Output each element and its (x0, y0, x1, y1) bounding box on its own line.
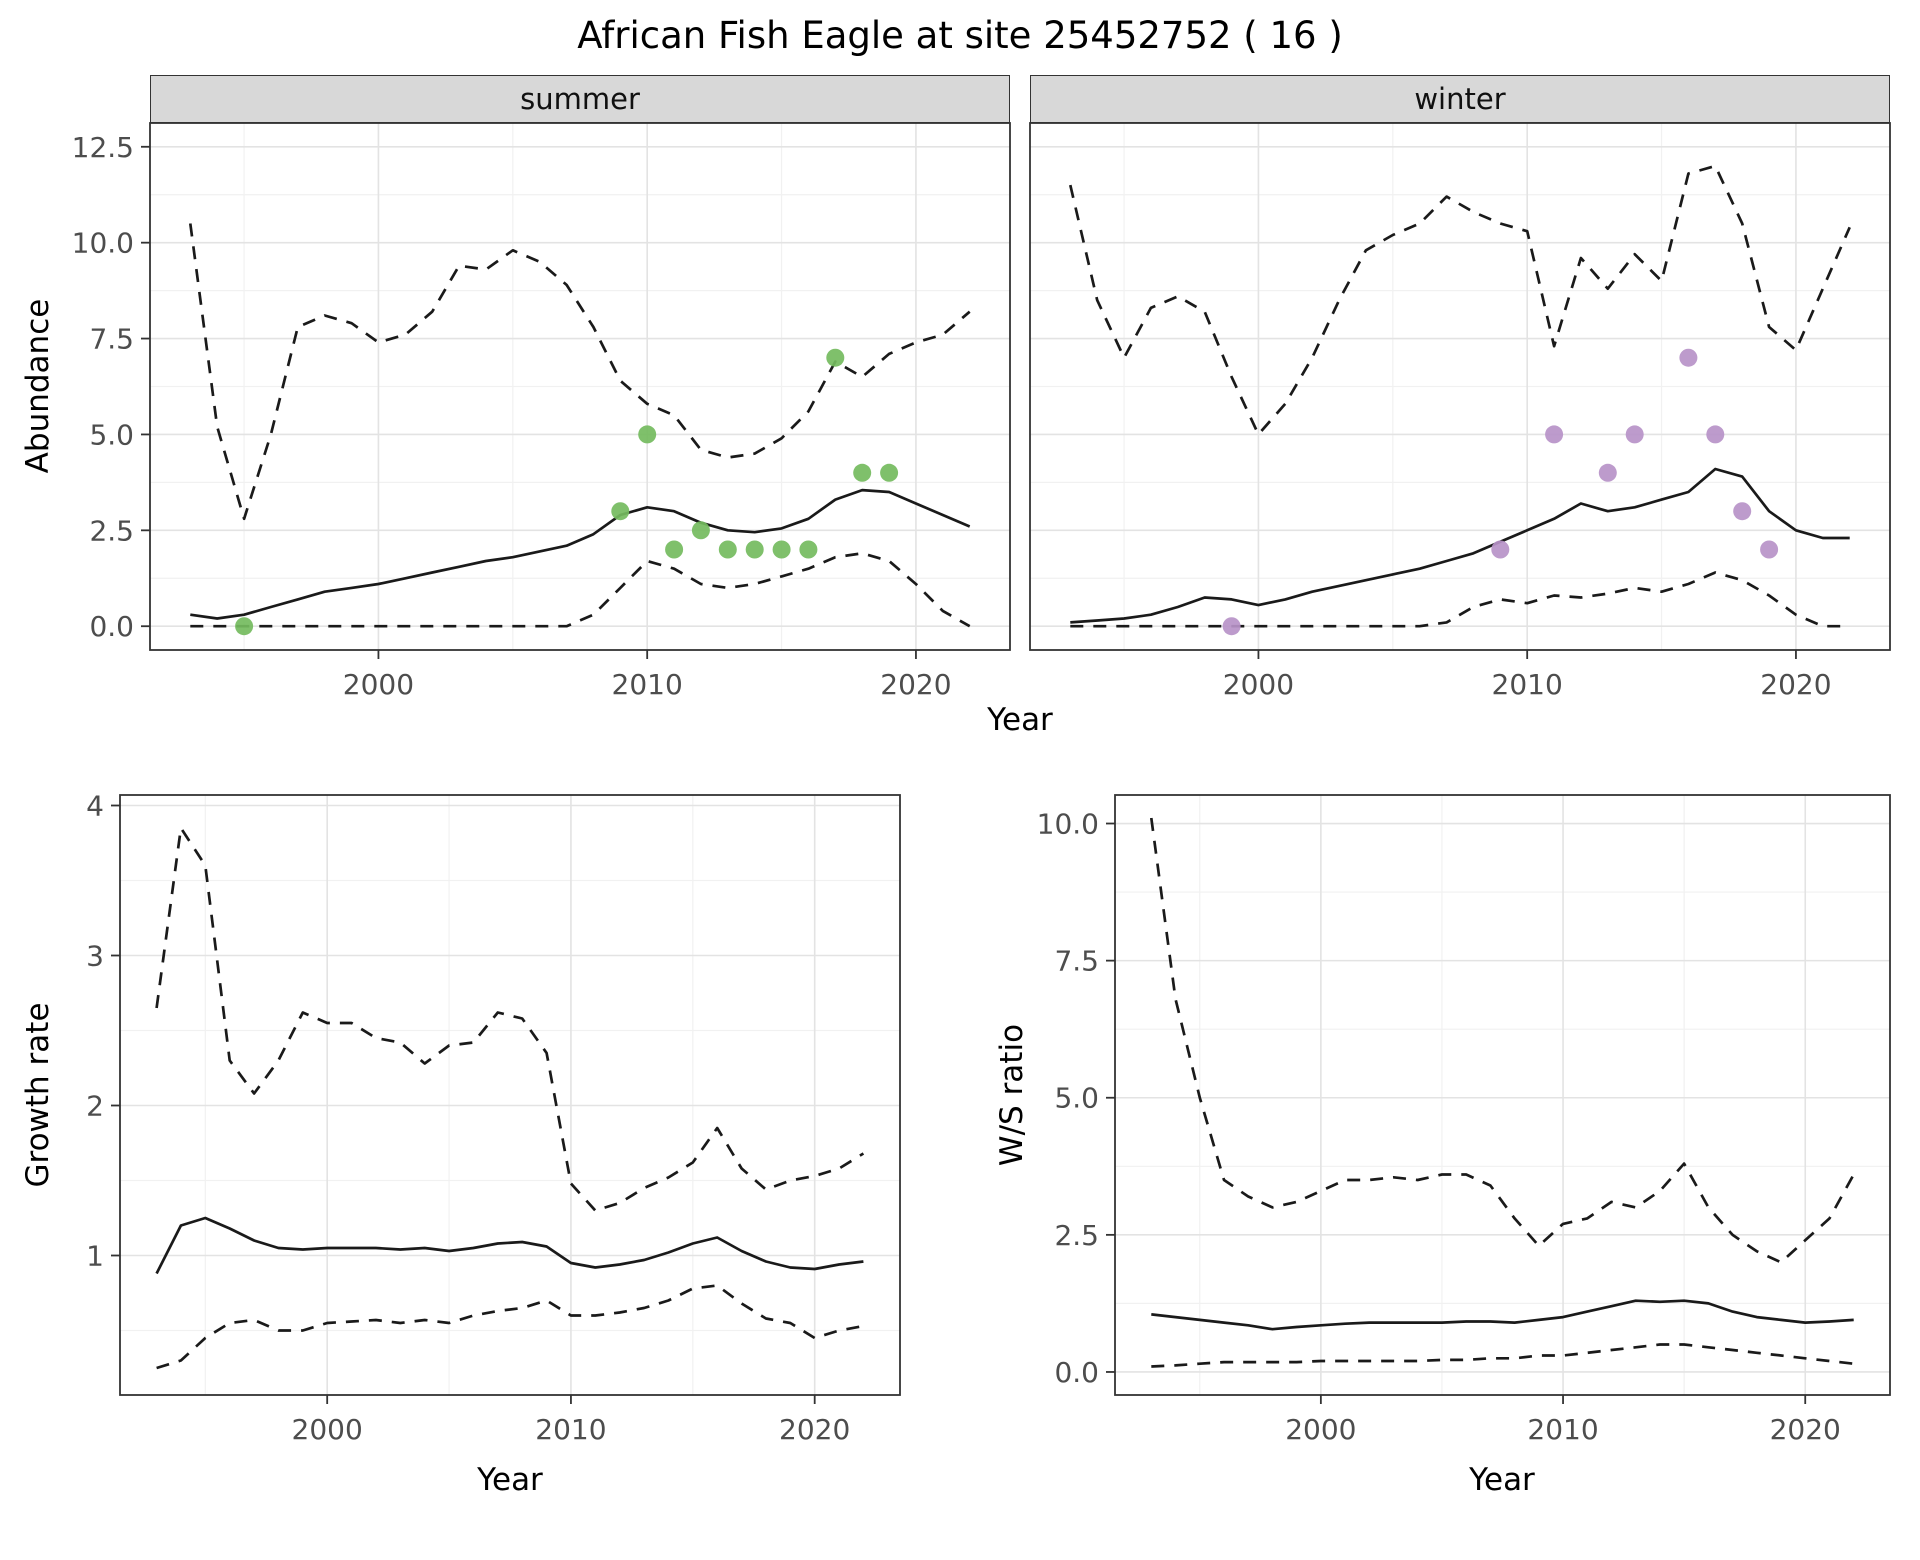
observation-point (1625, 425, 1644, 444)
observation-point (1491, 540, 1510, 559)
y-tick-label: 2.5 (1054, 1219, 1099, 1252)
x-tick-label: 2020 (1760, 668, 1831, 701)
x-tick-label: 2010 (1527, 1413, 1598, 1446)
panel-growth-rate: 2000 2010 2020 1 2 3 4 (86, 790, 901, 1446)
observation-point (1706, 425, 1725, 444)
growth-rate-axis-title: Growth rate (20, 1002, 56, 1188)
observation-point (799, 540, 818, 559)
x-tick-label: 2020 (779, 1413, 850, 1446)
y-tick-label: 0.0 (89, 610, 134, 643)
observation-point (880, 463, 899, 482)
observation-point (718, 540, 737, 559)
panel-ws-ratio: 2000 2010 2020 0.0 2.5 5.0 7.5 10.0 (1037, 794, 1891, 1446)
observation-point (1222, 617, 1241, 636)
x-tick-label: 2000 (343, 668, 414, 701)
x-tick-label: 2010 (1492, 668, 1563, 701)
series-upper_ci (188, 223, 971, 521)
observation-point (1733, 502, 1752, 521)
observation-point (1679, 348, 1698, 367)
x-tick-label: 2020 (1770, 1413, 1841, 1446)
observation-point (745, 540, 764, 559)
series-estimate (190, 488, 971, 620)
y-tick-label: 2 (86, 1090, 104, 1123)
observation-point (1760, 540, 1779, 559)
series-upper_ci (155, 826, 865, 1212)
y-tick-label: 5.0 (89, 418, 134, 451)
observation-point (235, 617, 254, 636)
series-lower_ci (1070, 571, 1850, 628)
facet-strip-summer: summer (150, 75, 1010, 123)
x-tick-label: 2010 (612, 668, 683, 701)
observation-point (638, 425, 657, 444)
observation-point (772, 540, 791, 559)
panel-abundance-winter: 2000 2010 2020 (1029, 122, 1891, 701)
series-upper_ci (1068, 164, 1851, 436)
series-estimate (1151, 1299, 1854, 1331)
observation-point (665, 540, 684, 559)
observation-point (1598, 463, 1617, 482)
observation-point (826, 348, 845, 367)
observation-point (853, 463, 872, 482)
x-tick-label: 2000 (1223, 668, 1294, 701)
y-tick-label: 4 (86, 790, 104, 823)
y-tick-label: 7.5 (1054, 945, 1099, 978)
x-tick-label: 2000 (292, 1413, 363, 1446)
x-tick-label: 2000 (1285, 1413, 1356, 1446)
series-upper_ci (1149, 817, 1855, 1264)
y-tick-label: 5.0 (1054, 1082, 1099, 1115)
chart-title: African Fish Eagle at site 25452752 ( 16… (577, 14, 1343, 57)
facet-strip-winter: winter (1030, 75, 1890, 123)
facet-strip-summer-label: summer (520, 82, 640, 116)
series-lower_ci (156, 1284, 864, 1370)
y-tick-label: 12.5 (72, 131, 134, 164)
y-tick-label: 10.0 (1037, 808, 1099, 841)
y-tick-label: 7.5 (89, 323, 134, 356)
y-tick-label: 1 (86, 1240, 104, 1273)
series-estimate (1070, 467, 1850, 624)
x-tick-label: 2010 (535, 1413, 606, 1446)
observation-point (1545, 425, 1564, 444)
series-estimate (155, 1216, 864, 1275)
observation-point (691, 521, 710, 540)
y-tick-label: 10.0 (72, 227, 134, 260)
abundance-axis-title: Abundance (20, 298, 56, 474)
facet-strip-winter-label: winter (1414, 82, 1506, 116)
y-tick-label: 0.0 (1054, 1356, 1099, 1389)
panel-abundance-summer: 2000 2010 2020 0.0 2.5 5.0 7.5 10.0 12.5 (72, 122, 1011, 701)
series-lower_ci (1151, 1343, 1854, 1368)
year-axis-title-bottom-right: Year (1469, 1462, 1535, 1498)
x-tick-label: 2020 (880, 668, 951, 701)
observation-point (611, 502, 630, 521)
y-tick-label: 2.5 (89, 514, 134, 547)
year-axis-title-bottom-left: Year (477, 1462, 543, 1498)
year-axis-title-top: Year (987, 702, 1053, 738)
ws-ratio-axis-title: W/S ratio (994, 1023, 1030, 1167)
y-tick-label: 3 (86, 940, 104, 973)
